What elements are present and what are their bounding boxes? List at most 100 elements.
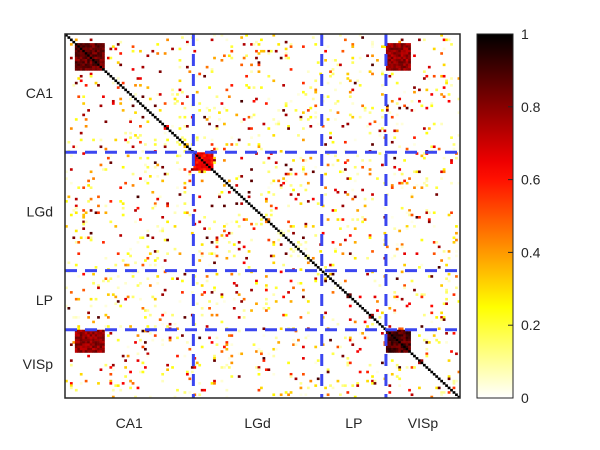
heatmap-cell [84,379,88,383]
heatmap-cell [146,54,150,58]
heatmap-cell [385,350,389,353]
heatmap-cell [166,220,169,224]
heatmap-cell [405,334,409,337]
heatmap-cell [185,65,189,69]
heatmap-cell [200,159,204,162]
heatmap-cell [208,154,211,158]
heatmap-cell [163,127,167,130]
heatmap-cell [232,281,236,285]
heatmap-cell [457,134,461,137]
heatmap-cell [255,97,258,101]
heatmap-cell [405,68,409,71]
heatmap-cell [304,188,308,192]
heatmap-cell [139,49,142,53]
heatmap-cell [430,104,434,108]
heatmap-cell [269,49,273,53]
heatmap-cell [269,209,273,212]
heatmap-cell [97,43,100,46]
heatmap-cell [393,49,397,53]
heatmap-cell [336,284,340,287]
heatmap-cell [358,370,362,374]
heatmap-cell [102,63,105,67]
heatmap-cell [385,109,389,112]
heatmap-cell [371,322,374,326]
heatmap-cell [89,61,93,64]
heatmap-cell [220,190,224,194]
heatmap-cell [302,372,305,376]
heatmap-cell [82,220,86,224]
heatmap-cell [87,109,90,112]
heatmap-cell [343,291,347,294]
heatmap-cell [97,204,100,208]
heatmap-cell [99,68,103,71]
heatmap-cell [418,88,421,92]
heatmap-cell [252,43,256,46]
heatmap-cell [205,106,209,110]
heatmap-cell [92,334,95,337]
heatmap-cell [410,279,414,283]
heatmap-cell [161,338,165,342]
heatmap-cell [284,113,288,117]
heatmap-cell [151,113,155,117]
heatmap-cell [348,336,352,340]
heatmap-cell [289,68,293,71]
heatmap-cell [395,347,399,351]
heatmap-cell [447,38,451,42]
heatmap-cell [178,154,182,158]
heatmap-cell [346,363,350,367]
heatmap-cell [408,332,411,335]
heatmap-cell [223,300,226,303]
heatmap-cell [390,341,394,344]
heatmap-cell [77,327,81,331]
heatmap-cell [178,65,182,69]
heatmap-cell [437,147,441,151]
heatmap-cell [252,206,256,210]
heatmap-cell [393,68,397,71]
heatmap-cell [398,145,402,149]
heatmap-cell [94,332,98,335]
heatmap-cell [264,102,268,105]
heatmap-cell [163,52,167,55]
heatmap-cell [304,222,308,226]
heatmap-cell [185,370,189,374]
heatmap-cell [89,170,93,174]
heatmap-cell [368,363,372,367]
heatmap-cell [299,243,303,246]
heatmap-cell [427,275,431,278]
heatmap-cell [131,382,135,385]
colorbar-tick-label: 0 [521,390,529,406]
heatmap-cell [77,61,81,64]
heatmap-cell [403,52,406,55]
heatmap-cell [408,388,411,392]
heatmap-cell [302,345,305,349]
heatmap-cell [302,111,305,114]
heatmap-cell [77,95,81,98]
heatmap-cell [89,334,93,337]
heatmap-cell [97,56,100,60]
heatmap-cell [84,43,88,46]
heatmap-cell [366,325,369,328]
colorbar-tick-label: 1 [521,26,529,42]
heatmap-cell [445,79,448,83]
heatmap-cell [203,154,207,158]
heatmap-cell [102,334,105,337]
heatmap-cell [371,382,374,385]
heatmap-cell [447,256,451,260]
heatmap-cell [272,347,276,351]
heatmap-cell [111,99,115,103]
heatmap-cell [144,316,147,319]
heatmap-cell [220,234,224,237]
heatmap-cell [260,147,263,151]
heatmap-cells [65,34,461,399]
heatmap-cell [181,136,184,139]
heatmap-cell [329,70,332,73]
heatmap-cell [158,318,162,321]
heatmap-cell [77,63,81,67]
heatmap-cell [282,84,286,87]
heatmap-cell [223,179,226,183]
heatmap-cell [235,184,239,187]
heatmap-cell [74,345,78,349]
heatmap-cell [388,56,392,60]
heatmap-cell [267,49,271,53]
heatmap-cell [257,43,261,46]
